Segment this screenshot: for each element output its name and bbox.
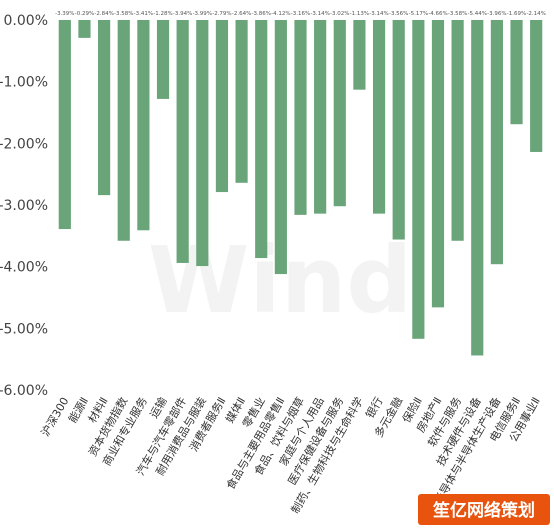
y-tick-label: -3.00%: [0, 198, 48, 214]
brand-badge: 笙亿网络策划: [418, 494, 550, 525]
bar-value-label: -0.29%: [75, 11, 94, 17]
bar-value-label: -3.96%: [487, 11, 506, 17]
bar: [412, 20, 425, 339]
bar-value-label: -1.28%: [153, 11, 172, 17]
bar: [314, 20, 327, 214]
bar: [58, 20, 71, 230]
bar-value-label: -3.58%: [448, 11, 467, 17]
bar-value-label: -5.44%: [468, 11, 487, 17]
bar: [530, 20, 543, 152]
brand-badge-background: [418, 494, 550, 525]
bar: [215, 20, 229, 193]
bar-value-label: -3.02%: [330, 11, 349, 17]
bar-value-label: -4.12%: [271, 11, 290, 17]
bar-value-label: -3.14%: [310, 11, 329, 17]
bar-value-label: -3.99%: [193, 11, 212, 17]
bar-value-label: -3.56%: [389, 11, 408, 17]
bar-value-label: -3.86%: [251, 11, 270, 17]
bar-value-label: -3.41%: [134, 11, 153, 17]
bar-value-label: -3.14%: [369, 11, 388, 17]
y-tick-label: 0.00%: [4, 13, 48, 29]
bar-value-label: -3.94%: [173, 11, 192, 17]
bar: [294, 20, 307, 215]
bar-value-label: -2.14%: [526, 11, 545, 17]
bar: [490, 20, 503, 265]
bar: [196, 20, 209, 267]
bar: [98, 20, 111, 196]
bar-value-label: -4.66%: [428, 11, 447, 17]
bar-value-label: -2.79%: [212, 11, 231, 17]
y-tick-label: -2.00%: [0, 136, 48, 152]
value-labels: -3.39% -0.29% -2.84% -3.58% -3.41% -1.28% -3.9…: [55, 11, 546, 17]
bar: [353, 20, 366, 90]
bar-value-label: -5.17%: [409, 11, 428, 17]
bar: [333, 20, 346, 207]
bars: [58, 20, 543, 356]
bar: [431, 20, 445, 308]
bar-value-label: -1.13%: [350, 11, 369, 17]
y-tick-label: -5.00%: [0, 321, 48, 337]
bar-value-label: -2.84%: [94, 11, 113, 17]
y-axis: 0.00% -1.00% -2.00% -3.00% -4.00% -5.00% -6.00…: [0, 13, 48, 399]
y-tick-label: -1.00%: [0, 75, 48, 91]
bar: [176, 20, 189, 263]
bar: [235, 20, 248, 183]
bar: [78, 20, 91, 38]
bar: [392, 20, 405, 240]
brand-badge-text: 笙亿网络策划: [432, 500, 535, 521]
bar-value-label: -3.39%: [55, 11, 74, 17]
bar: [451, 20, 464, 241]
bar-value-label: -3.58%: [114, 11, 133, 17]
bar-value-label: -2.64%: [232, 11, 251, 17]
y-tick-label: -4.00%: [0, 260, 48, 276]
bar: [372, 20, 386, 214]
bar: [117, 20, 130, 241]
bar: [255, 20, 268, 259]
bar-value-label: -1.69%: [507, 11, 526, 17]
y-tick-label: -6.00%: [0, 383, 48, 399]
bar: [510, 20, 523, 125]
bar: [471, 20, 484, 356]
bar: [156, 20, 170, 99]
bar: [137, 20, 150, 231]
bar: [274, 20, 287, 275]
bar-value-label: -3.16%: [291, 11, 310, 17]
